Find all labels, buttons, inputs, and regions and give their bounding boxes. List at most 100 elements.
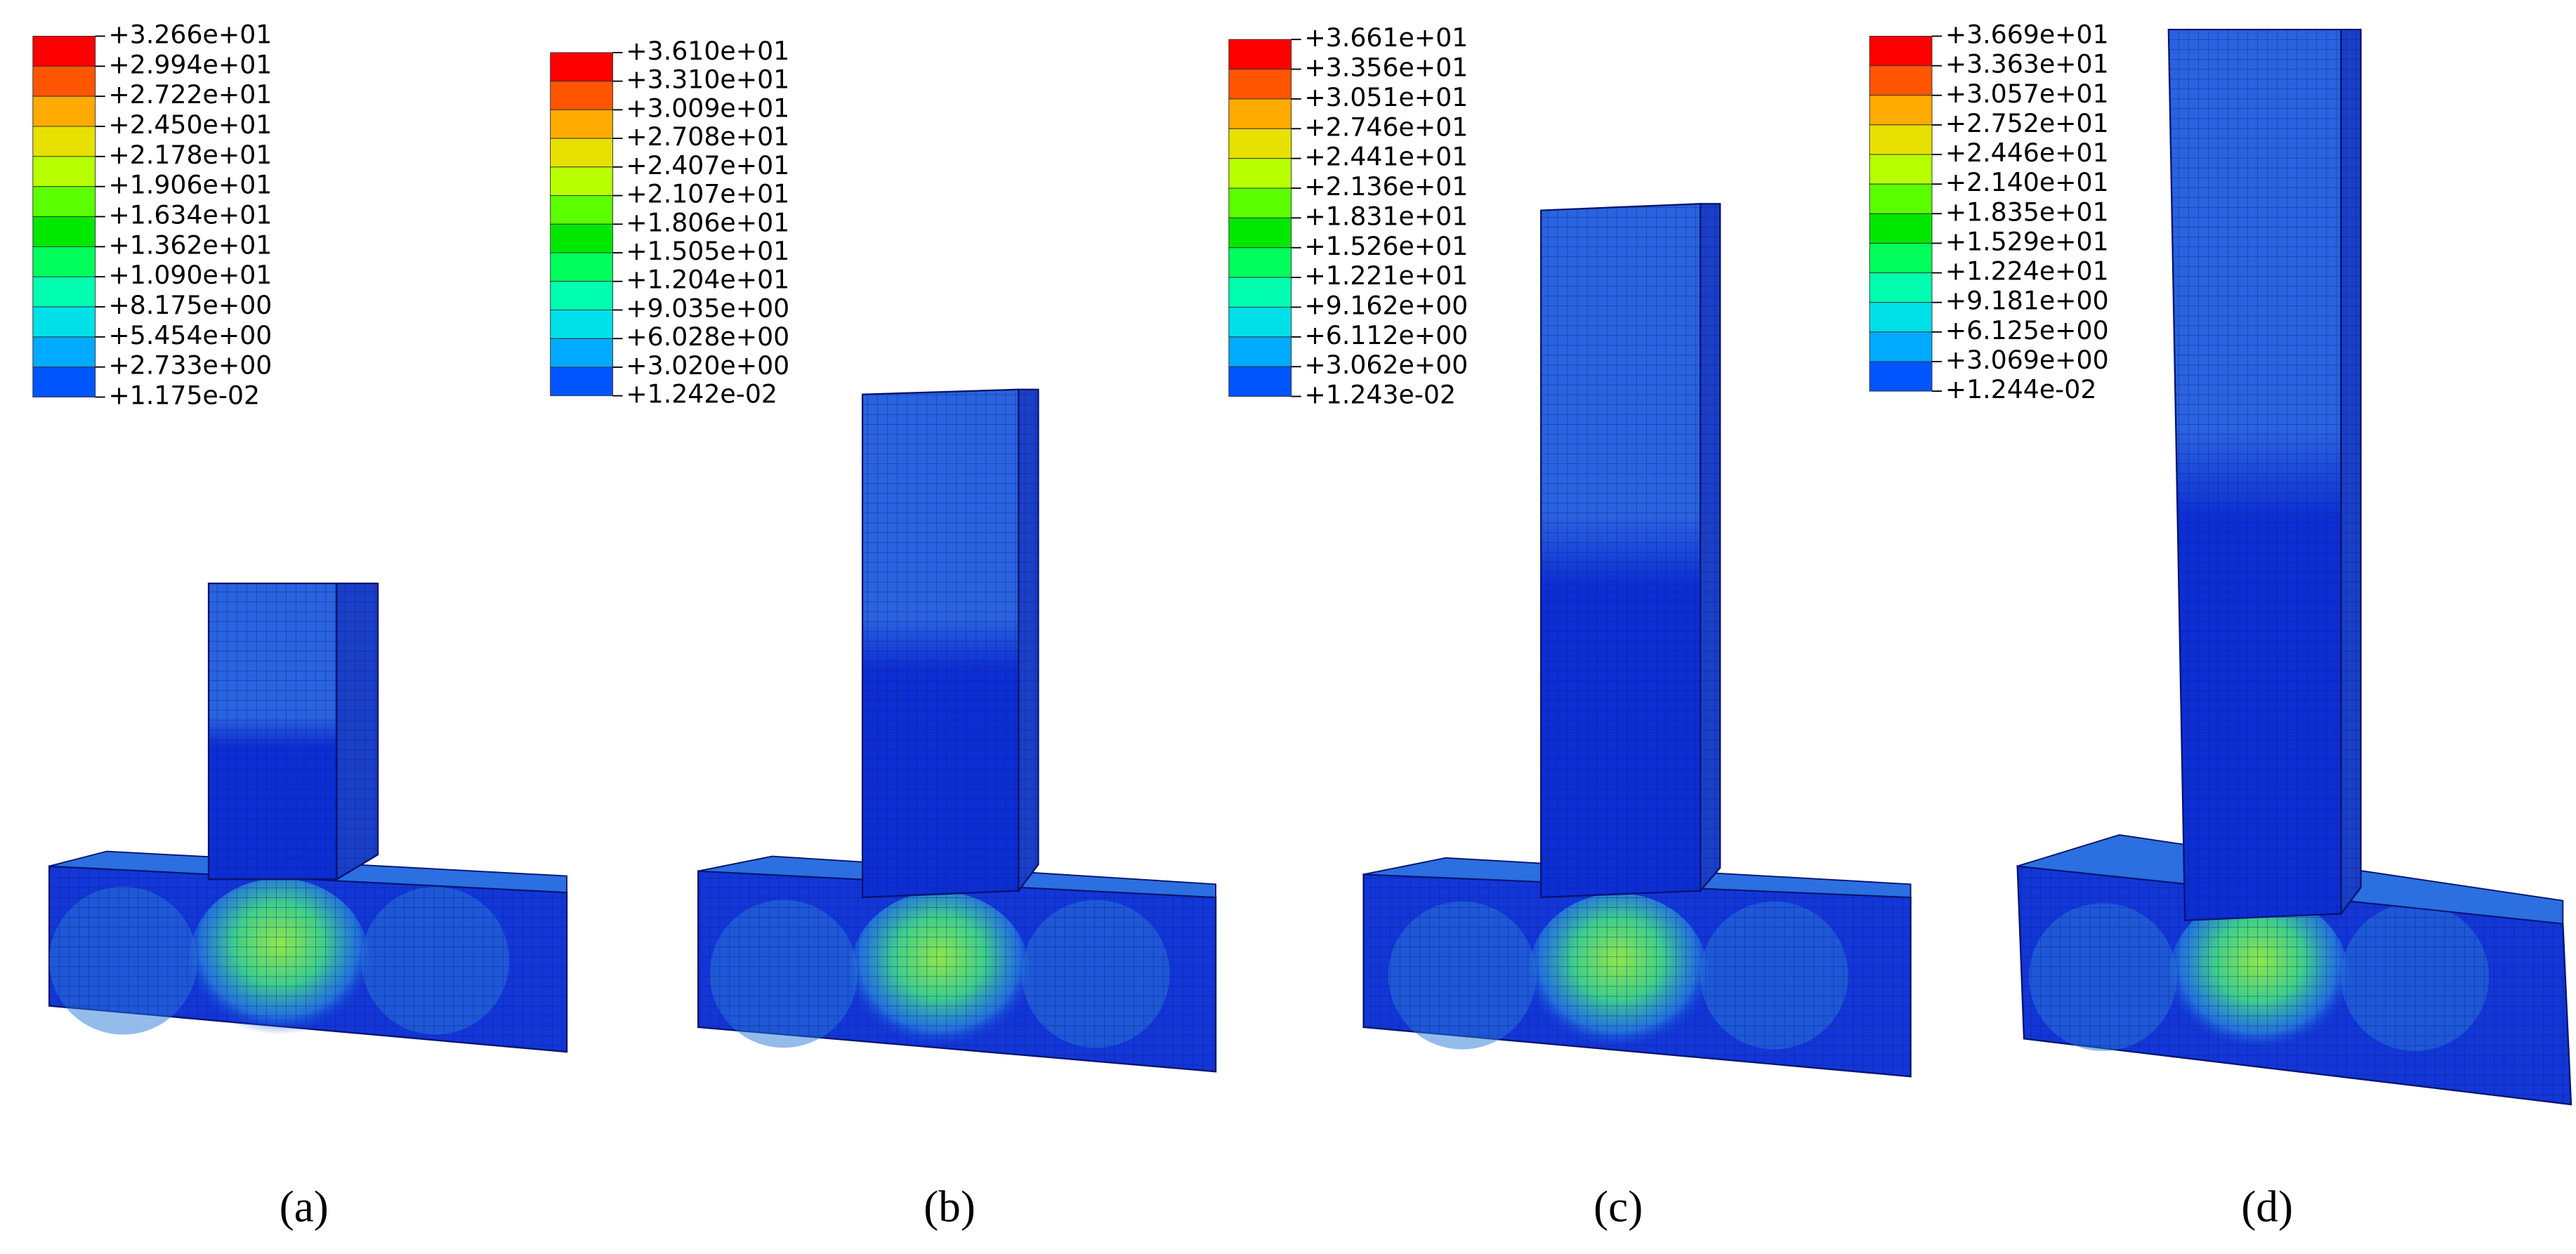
legend-label: +2.107e+01 xyxy=(626,179,789,209)
legend-swatch xyxy=(32,186,96,217)
legend-swatch xyxy=(550,223,614,253)
legend-label: +2.178e+01 xyxy=(108,140,272,170)
legend-label: +6.028e+00 xyxy=(626,322,789,352)
column-side-mesh xyxy=(2341,29,2361,914)
legend-swatch xyxy=(1869,36,1933,67)
caption: (d) xyxy=(2241,1182,2293,1232)
legend-swatch xyxy=(1869,124,1933,155)
legend-swatch xyxy=(1869,331,1933,362)
legend-swatch xyxy=(32,65,96,97)
legend-label: +2.752e+01 xyxy=(1945,108,2109,138)
column-mesh xyxy=(209,583,337,880)
legend-label: +1.835e+01 xyxy=(1945,197,2109,227)
legend-label: +3.363e+01 xyxy=(1945,49,2109,79)
legend-label: +3.009e+01 xyxy=(626,93,789,123)
panel: +3.610e+01+3.310e+01+3.009e+01+2.708e+01… xyxy=(550,36,1217,1232)
legend-swatch xyxy=(1228,98,1292,129)
legend-label: +3.069e+00 xyxy=(1945,345,2109,375)
legend-label: +1.906e+01 xyxy=(108,170,272,200)
legend-swatch xyxy=(1228,277,1292,308)
legend-label: +1.244e-02 xyxy=(1945,374,2097,404)
legend-label: +1.243e-02 xyxy=(1304,380,1456,410)
legend-swatch xyxy=(550,52,614,82)
legend-label: +2.441e+01 xyxy=(1304,142,1468,172)
legend-label: +3.356e+01 xyxy=(1304,53,1468,83)
base-mesh xyxy=(1363,874,1911,1077)
legend-label: +5.454e+00 xyxy=(108,320,272,350)
legend-swatch xyxy=(550,109,614,139)
panel: +3.669e+01+3.363e+01+3.057e+01+2.752e+01… xyxy=(1869,19,2572,1232)
legend-label: +1.529e+01 xyxy=(1945,226,2109,256)
legend-label: +1.221e+01 xyxy=(1304,260,1468,291)
legend-label: +9.162e+00 xyxy=(1304,290,1468,320)
legend-swatch xyxy=(550,252,614,282)
legend-label: +3.661e+01 xyxy=(1304,22,1468,53)
legend-swatch xyxy=(550,166,614,197)
legend-swatch xyxy=(1869,154,1933,185)
legend-label: +2.140e+01 xyxy=(1945,167,2109,197)
legend-label: +2.446e+01 xyxy=(1945,138,2109,168)
legend-label: +1.204e+01 xyxy=(626,265,789,295)
legend-swatch xyxy=(1228,39,1292,70)
legend-label: +3.610e+01 xyxy=(626,36,789,66)
legend-swatch xyxy=(1869,242,1933,274)
legend-label: +2.722e+01 xyxy=(108,79,272,110)
legend-swatch xyxy=(550,81,614,110)
column-side-mesh xyxy=(1018,389,1039,891)
base-mesh xyxy=(49,866,567,1052)
legend-label: +3.062e+00 xyxy=(1304,350,1468,380)
legend-label: +6.112e+00 xyxy=(1304,320,1468,350)
base-mesh xyxy=(2017,866,2571,1104)
legend-swatch xyxy=(1869,213,1933,244)
legend-swatch xyxy=(1228,366,1292,397)
column-side-mesh xyxy=(336,583,379,880)
caption: (c) xyxy=(1593,1182,1643,1232)
legend-label: +3.266e+01 xyxy=(108,19,272,49)
legend-label: +9.181e+00 xyxy=(1945,286,2109,316)
legend-swatch xyxy=(32,95,96,127)
column-mesh xyxy=(2168,29,2341,920)
legend-label: +6.125e+00 xyxy=(1945,315,2109,345)
legend-swatch xyxy=(1869,361,1933,392)
legend-swatch xyxy=(1869,95,1933,126)
legend-label: +1.806e+01 xyxy=(626,207,789,237)
legend-swatch xyxy=(32,156,96,187)
legend-label: +1.175e-02 xyxy=(108,381,260,411)
panel: +3.266e+01+2.994e+01+2.722e+01+2.450e+01… xyxy=(32,19,568,1232)
legend-swatch xyxy=(32,126,96,157)
base-mesh xyxy=(698,871,1216,1072)
legend-swatch xyxy=(32,367,96,397)
legend-swatch xyxy=(550,195,614,225)
legend-label: +1.224e+01 xyxy=(1945,256,2109,286)
legend-label: +2.708e+01 xyxy=(626,121,789,152)
caption: (a) xyxy=(280,1182,329,1232)
legend-swatch xyxy=(1228,128,1292,159)
legend-label: +1.526e+01 xyxy=(1304,231,1468,261)
legend-label: +3.310e+01 xyxy=(626,65,789,95)
caption: (b) xyxy=(924,1182,975,1232)
legend-swatch xyxy=(32,216,96,247)
column-side-mesh xyxy=(1700,204,1721,891)
legend-swatch xyxy=(550,138,614,168)
legend-swatch xyxy=(550,367,614,397)
legend-swatch xyxy=(1228,187,1292,218)
legend-swatch xyxy=(550,338,614,368)
legend-swatch xyxy=(32,336,96,368)
legend-label: +8.175e+00 xyxy=(108,290,272,320)
legend-swatch xyxy=(1869,65,1933,96)
legend-swatch xyxy=(32,276,96,308)
legend-swatch xyxy=(1869,272,1933,303)
column-mesh xyxy=(1541,204,1701,898)
legend-label: +3.051e+01 xyxy=(1304,82,1468,112)
legend-label: +2.994e+01 xyxy=(108,49,272,79)
legend-swatch xyxy=(550,281,614,310)
legend-label: +1.831e+01 xyxy=(1304,201,1468,231)
legend-swatch xyxy=(1228,336,1292,367)
legend-label: +1.362e+01 xyxy=(108,230,272,260)
legend-label: +1.090e+01 xyxy=(108,260,272,290)
legend-swatch xyxy=(32,246,96,277)
legend-swatch xyxy=(32,306,96,338)
legend-label: +3.669e+01 xyxy=(1945,19,2109,49)
legend-swatch xyxy=(1228,158,1292,189)
